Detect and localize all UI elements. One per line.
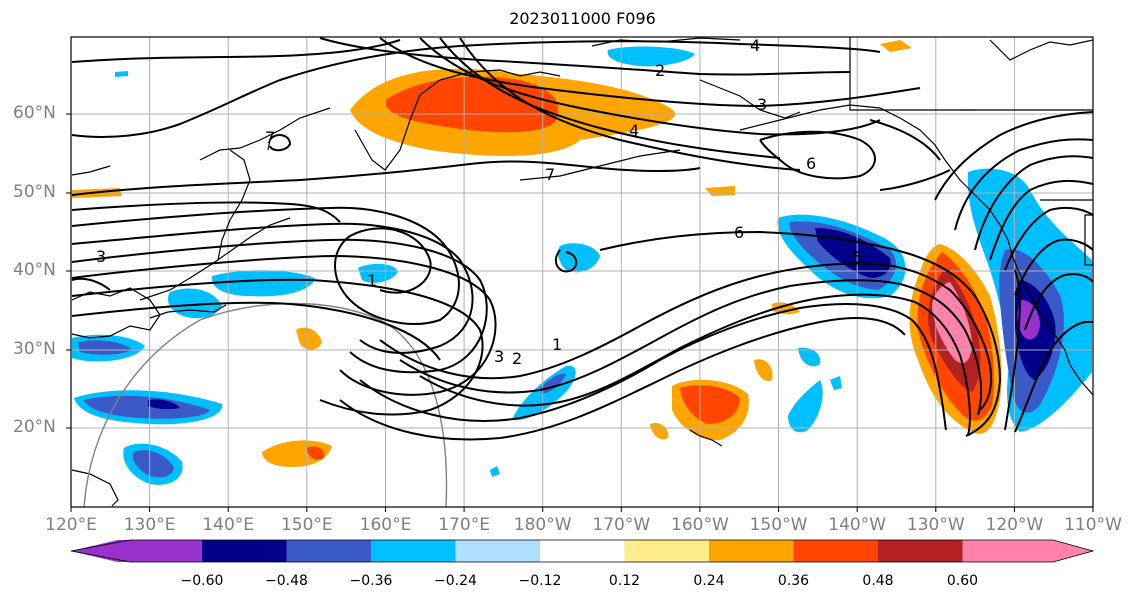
map-title: 2023011000 F096: [509, 9, 656, 28]
colorbar-tick-label: 0.12: [608, 573, 641, 589]
lon-label: 140°E: [202, 515, 255, 535]
contour-label: 4: [750, 36, 760, 55]
contour-lines: [71, 37, 1094, 441]
colorbar-segment: [709, 540, 794, 562]
colorbar-segment: [455, 540, 541, 562]
lat-label-40n: 40°N: [13, 260, 56, 280]
contour-label: 3: [494, 347, 504, 366]
colorbar-segment: [540, 540, 625, 562]
colorbar-tick-label: −0.24: [434, 573, 477, 589]
colorbar-segment: [371, 540, 456, 562]
lon-label: 120°W: [985, 515, 1044, 535]
lat-label-50n: 50°N: [13, 182, 56, 202]
colorbar-outline: [70, 539, 1095, 563]
contour-label: 5: [852, 248, 862, 267]
contour-label: 2: [512, 349, 522, 368]
colorbar-segment: [962, 540, 1093, 562]
lon-label: 160°E: [359, 515, 412, 535]
graticule: [71, 37, 1093, 507]
lat-label-20n: 20°N: [13, 417, 56, 437]
map-frame: [70, 36, 1094, 508]
contour-label: 7: [265, 128, 275, 147]
lon-label: 130°W: [906, 515, 965, 535]
colorbar: [70, 539, 1095, 563]
colorbar-tick-label: 0.36: [777, 573, 810, 589]
lon-label: 110°W: [1064, 515, 1122, 535]
contour-label: 2: [655, 61, 665, 80]
colorbar-tick-label: 0.24: [693, 573, 725, 589]
colorbar-segment: [202, 540, 287, 562]
lon-label: 160°W: [671, 515, 729, 535]
lat-label-30n: 30°N: [13, 339, 56, 359]
colorbar-segment: [624, 540, 710, 562]
contour-label: 3: [757, 95, 767, 114]
lon-label: 170°W: [592, 515, 651, 535]
contour-label: 6: [806, 154, 816, 173]
axis-ticks: [66, 113, 1094, 512]
colorbar-segment: [878, 540, 963, 562]
lon-label: 120°E: [45, 515, 97, 535]
coastlines: [71, 37, 1094, 507]
contour-label: 4: [629, 121, 639, 140]
contour-label: 6: [734, 223, 744, 242]
lon-label: 130°E: [123, 515, 176, 535]
lon-label: 180°W: [513, 515, 572, 535]
lon-label: 150°W: [749, 515, 808, 535]
colorbar-tick-label: −0.12: [518, 573, 562, 589]
contour-labels: 4 2 3 4 7 7 6 6 3 1 2 3 1 5 1: [96, 36, 862, 368]
contour-label: 3: [96, 247, 106, 266]
colorbar-tick-label: −0.60: [180, 573, 224, 589]
contour-label: 7: [545, 165, 555, 184]
contour-label: 1: [367, 271, 377, 290]
lon-label: 140°W: [828, 515, 887, 535]
colorbar-tick-label: −0.36: [349, 573, 393, 589]
lon-label: 150°E: [280, 515, 333, 535]
colorbar-segment: [71, 540, 202, 562]
colorbar-segment: [793, 540, 879, 562]
lon-label: 170°E: [438, 515, 490, 535]
anomaly-fill: [72, 40, 1092, 485]
colorbar-tick-label: 0.60: [946, 573, 979, 589]
contour-label: 1: [552, 335, 562, 354]
colorbar-segment: [286, 540, 372, 562]
lat-label-60n: 60°N: [13, 103, 56, 123]
colorbar-tick-label: −0.48: [265, 573, 308, 589]
colorbar-tick-label: 0.48: [862, 573, 894, 589]
